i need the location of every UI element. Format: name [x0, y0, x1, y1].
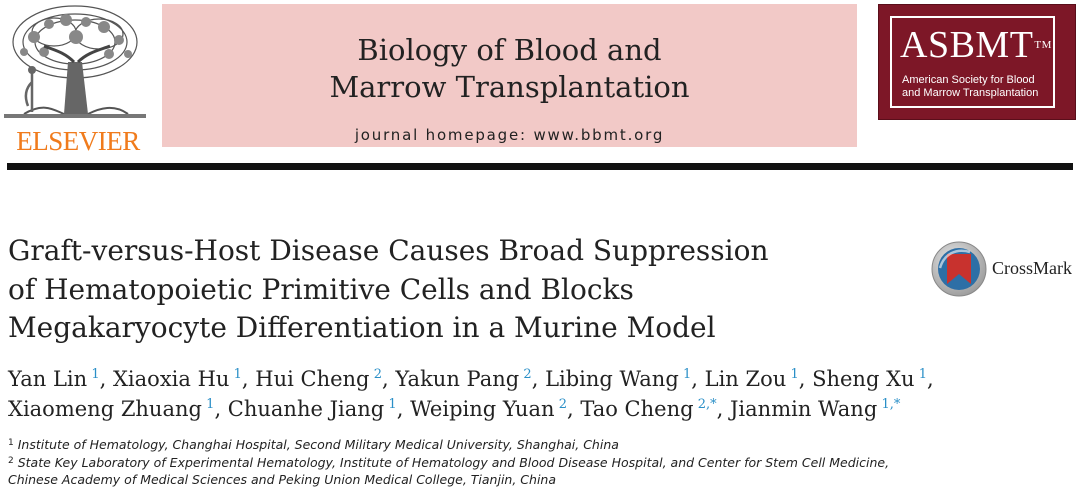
affiliation-text: Chinese Academy of Medical Sciences and …	[8, 472, 556, 487]
author-name[interactable]: Sheng Xu	[812, 367, 915, 391]
trademark-mark: TM	[1034, 39, 1052, 51]
author-affiliation-marker[interactable]: 1	[206, 397, 215, 412]
affiliation-item: 1 Institute of Hematology, Changhai Hosp…	[8, 436, 1078, 454]
asbmt-logo-frame: ASBMTTM American Society for Blood and M…	[890, 16, 1055, 108]
author-name[interactable]: Yakun Pang	[395, 367, 520, 391]
author-affiliation-marker[interactable]: 2	[373, 367, 382, 382]
article-title-line: of Hematopoietic Primitive Cells and Blo…	[8, 272, 634, 306]
elsevier-logo[interactable]: ELSEVIER	[4, 2, 146, 156]
asbmt-full-name-line2: and Marrow Transplantation	[902, 87, 1039, 99]
author-name[interactable]: Xiaomeng Zhuang	[8, 397, 202, 421]
author-line: Xiaomeng Zhuang 1, Chuanhe Jiang 1, Weip…	[8, 397, 901, 421]
author-affiliation-marker[interactable]: 1	[790, 367, 799, 382]
article-title: Graft-versus-Host Disease Causes Broad S…	[8, 232, 898, 348]
author-name[interactable]: Jianmin Wang	[730, 397, 878, 421]
header-divider	[7, 163, 1073, 170]
author-affiliation-marker[interactable]: 1	[91, 367, 100, 382]
elsevier-tree-icon	[4, 2, 146, 124]
author-affiliation-marker[interactable]: 2,*	[697, 397, 717, 412]
asbmt-full-name: American Society for Blood and Marrow Tr…	[902, 74, 1052, 100]
author-name[interactable]: Hui Cheng	[255, 367, 370, 391]
article-title-line: Graft-versus-Host Disease Causes Broad S…	[8, 234, 769, 267]
author-affiliation-marker[interactable]: 1	[233, 367, 242, 382]
affiliation-list: 1 Institute of Hematology, Changhai Hosp…	[8, 436, 1078, 489]
asbmt-logo[interactable]: ASBMTTM American Society for Blood and M…	[878, 4, 1076, 120]
journal-title-line2: Marrow Transplantation	[329, 70, 690, 104]
affiliation-number: 1	[8, 438, 14, 448]
author-name[interactable]: Weiping Yuan	[410, 397, 555, 421]
affiliation-text: Institute of Hematology, Changhai Hospit…	[17, 437, 619, 452]
journal-homepage-link[interactable]: journal homepage: www.bbmt.org	[354, 126, 665, 144]
author-name[interactable]: Tao Cheng	[580, 397, 694, 421]
author-name[interactable]: Chuanhe Jiang	[227, 397, 385, 421]
author-affiliation-marker[interactable]: 1,*	[881, 397, 901, 412]
elsevier-wordmark: ELSEVIER	[16, 126, 140, 156]
crossmark-label: CrossMark	[992, 258, 1072, 278]
author-line: Yan Lin 1, Xiaoxia Hu 1, Hui Cheng 2, Ya…	[8, 367, 934, 391]
asbmt-full-name-line1: American Society for Blood	[902, 74, 1035, 86]
author-affiliation-marker[interactable]: 2	[558, 397, 567, 412]
author-name[interactable]: Lin Zou	[704, 367, 787, 391]
affiliation-item: 2 State Key Laboratory of Experimental H…	[8, 454, 1078, 472]
author-affiliation-marker[interactable]: 2	[523, 367, 532, 382]
crossmark-icon	[931, 241, 987, 297]
author-list: Yan Lin 1, Xiaoxia Hu 1, Hui Cheng 2, Ya…	[8, 364, 1078, 424]
author-name[interactable]: Yan Lin	[8, 367, 88, 391]
article-title-line: Megakaryocyte Differentiation in a Murin…	[8, 311, 716, 344]
affiliation-continuation: Chinese Academy of Medical Sciences and …	[8, 471, 1078, 489]
journal-title-line1: Biology of Blood and	[357, 33, 662, 67]
crossmark-badge[interactable]: CrossMark	[930, 240, 1080, 297]
author-affiliation-marker[interactable]: 1	[388, 397, 397, 412]
author-name[interactable]: Xiaoxia Hu	[112, 367, 230, 391]
author-affiliation-marker[interactable]: 1	[682, 367, 692, 382]
author-affiliation-marker[interactable]: 1	[918, 367, 928, 382]
author-name[interactable]: Libing Wang	[545, 367, 679, 391]
asbmt-acronym: ASBMTTM	[900, 24, 1052, 66]
journal-banner: Biology of Blood and Marrow Transplantat…	[162, 4, 857, 147]
affiliation-number: 2	[8, 455, 14, 466]
journal-title[interactable]: Biology of Blood and Marrow Transplantat…	[162, 32, 857, 106]
affiliation-text: State Key Laboratory of Experimental Hem…	[17, 454, 890, 470]
